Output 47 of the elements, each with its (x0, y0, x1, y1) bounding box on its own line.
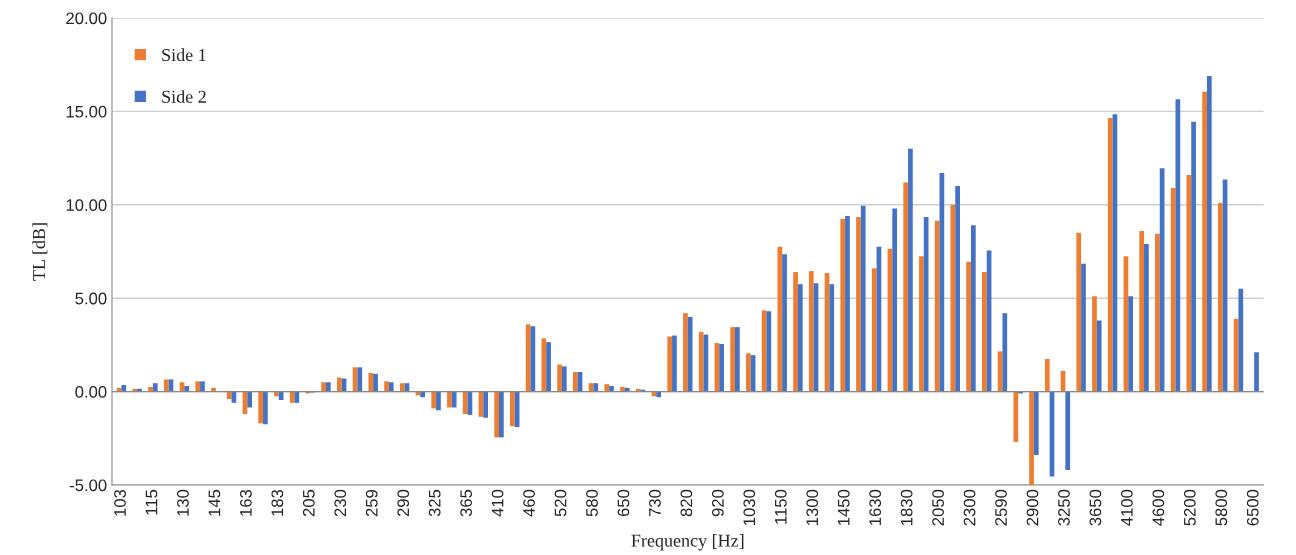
x-tick-label: 3250 (1058, 489, 1070, 526)
x-tick-label: 4600 (1152, 489, 1165, 526)
x-tick-label: 730 (649, 489, 661, 517)
x-tick-label: 2300 (963, 489, 976, 526)
x-tick-label: 2900 (1026, 489, 1039, 526)
x-tick-label: 5800 (1215, 489, 1228, 526)
x-tick-label: 1630 (869, 489, 882, 525)
y-tick-label: 5.00 (75, 292, 107, 305)
legend-label: Side 1 (162, 48, 206, 62)
x-axis-title: Frequency [Hz] (631, 534, 744, 551)
x-tick-label: 1030 (743, 489, 756, 525)
legend-label: Side 2 (162, 90, 206, 103)
x-tick-label: 230 (334, 489, 347, 517)
y-tick-label: 15.00 (66, 105, 107, 118)
x-tick-label: 1150 (774, 489, 787, 524)
x-tick-label: 1830 (900, 489, 913, 525)
x-tick-label: 145 (208, 489, 221, 516)
x-tick-label: 820 (680, 489, 693, 517)
x-tick-label: 325 (428, 489, 441, 517)
x-tick-label: 130 (177, 489, 189, 516)
x-tick-label: 3650 (1089, 489, 1102, 526)
x-tick-label: 163 (239, 489, 252, 516)
x-tick-label: 920 (711, 489, 724, 517)
x-tick-label: 1300 (806, 489, 819, 525)
x-tick-label: 183 (271, 489, 284, 516)
x-tick-label: 2050 (932, 489, 944, 526)
x-tick-label: 2590 (995, 489, 1007, 526)
y-tick-label: 20.00 (66, 12, 107, 25)
x-tick-label: 4100 (1120, 489, 1133, 526)
y-tick-label: -5.00 (69, 479, 107, 492)
x-tick-label: 460 (523, 489, 535, 517)
x-tick-label: 520 (554, 489, 567, 517)
x-tick-label: 580 (586, 489, 598, 517)
x-tick-label: 259 (365, 489, 378, 517)
x-tick-label: 205 (302, 489, 315, 517)
x-tick-label: 410 (491, 489, 504, 517)
x-tick-label: 103 (114, 489, 126, 516)
x-tick-label: 115 (145, 489, 158, 515)
y-tick-label: 10.00 (66, 199, 107, 211)
x-tick-label: 1450 (837, 489, 850, 525)
x-tick-label: 650 (617, 489, 630, 517)
y-tick-label: 0.00 (75, 386, 107, 398)
x-tick-label: 6500 (1246, 489, 1259, 526)
x-tick-label: 365 (460, 489, 473, 517)
x-tick-label: 5200 (1183, 489, 1196, 526)
y-axis-title: TL [dB] (32, 223, 48, 281)
x-tick-label: 290 (397, 489, 410, 517)
